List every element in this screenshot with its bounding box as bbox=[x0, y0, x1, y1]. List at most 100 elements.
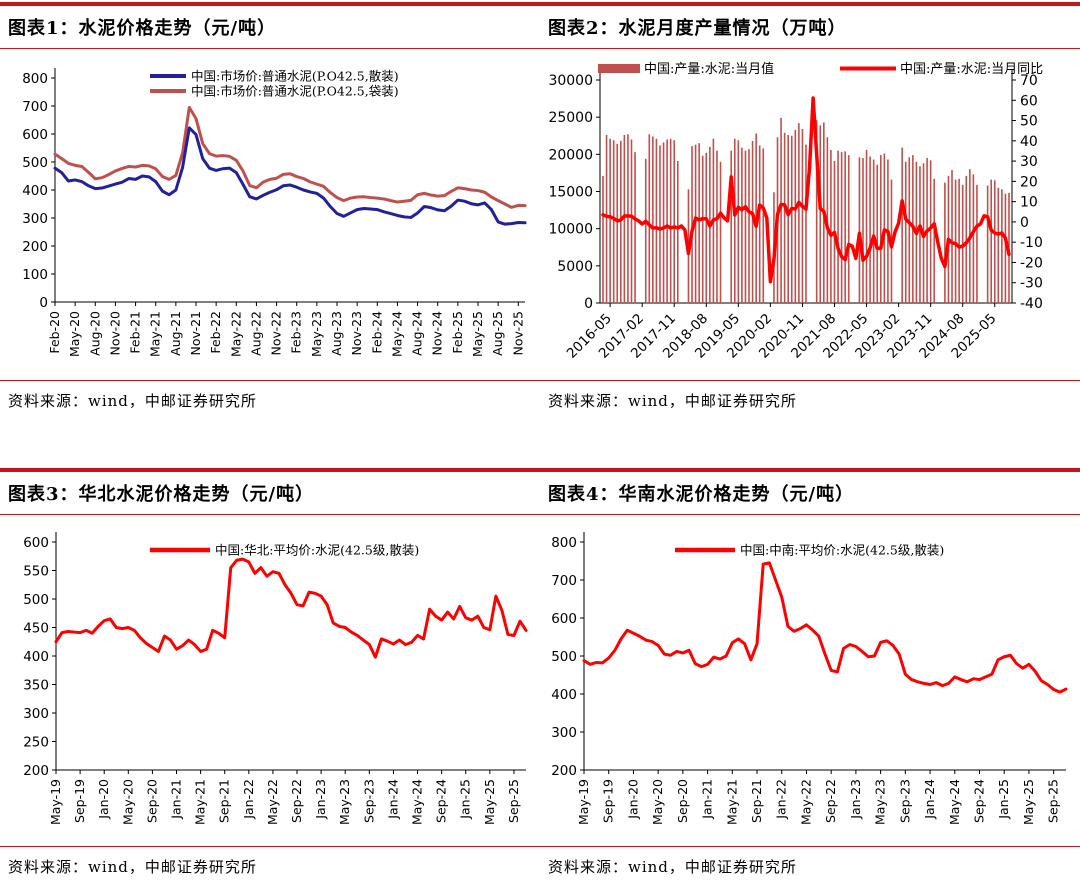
svg-text:中国:市场价:普通水泥(P.O42.5,袋装): 中国:市场价:普通水泥(P.O42.5,袋装) bbox=[191, 84, 399, 99]
x-axis-labels: Feb-20 May-20 Aug-20 Nov-20 Feb-21 May-21 Aug-… bbox=[47, 311, 525, 357]
legend: 中国:中南:平均价:水泥(42.5级,散装) bbox=[675, 543, 944, 558]
svg-text:Nov-23: Nov-23 bbox=[349, 311, 364, 355]
svg-text:100: 100 bbox=[22, 267, 48, 283]
svg-text:中国:产量:水泥:当月同比: 中国:产量:水泥:当月同比 bbox=[900, 62, 1043, 77]
svg-text:Sep-21: Sep-21 bbox=[749, 779, 764, 823]
svg-text:中国:产量:水泥:当月值: 中国:产量:水泥:当月值 bbox=[644, 61, 774, 77]
figure2-source: 资料来源：wind，中邮证券研究所 bbox=[548, 392, 797, 410]
svg-text:May-22: May-22 bbox=[228, 311, 243, 357]
divider-thin bbox=[0, 514, 1080, 515]
lower-title-row: 图表3：华北水泥价格走势（元/吨） 图表4：华南水泥价格走势（元/吨） bbox=[0, 472, 1080, 514]
divider-thin bbox=[0, 48, 1080, 49]
svg-text:500: 500 bbox=[22, 155, 48, 171]
svg-text:Nov-22: Nov-22 bbox=[269, 311, 284, 355]
figure3-title: 图表3：华北水泥价格走势（元/吨） bbox=[8, 484, 315, 505]
svg-text:Jan-20: Jan-20 bbox=[625, 779, 640, 820]
svg-text:中国:中南:平均价:水泥(42.5级,散装): 中国:中南:平均价:水泥(42.5级,散装) bbox=[740, 543, 944, 558]
svg-text:Aug-25: Aug-25 bbox=[490, 311, 505, 356]
svg-text:May-22: May-22 bbox=[798, 779, 813, 825]
svg-text:20: 20 bbox=[1020, 174, 1038, 190]
svg-text:Aug-24: Aug-24 bbox=[410, 311, 425, 356]
svg-text:Nov-25: Nov-25 bbox=[510, 311, 525, 355]
svg-text:Feb-24: Feb-24 bbox=[369, 311, 384, 354]
svg-text:Sep-22: Sep-22 bbox=[823, 779, 838, 823]
svg-text:250: 250 bbox=[23, 735, 49, 751]
svg-text:400: 400 bbox=[22, 183, 48, 199]
svg-text:May-25: May-25 bbox=[470, 311, 485, 357]
svg-text:15000: 15000 bbox=[548, 185, 593, 201]
svg-text:550: 550 bbox=[23, 564, 49, 580]
svg-text:0: 0 bbox=[1020, 215, 1029, 231]
lower-chart-row: 600 550 500 450 400 350 300 250 200 May-19 Sep-19 J… bbox=[0, 515, 1080, 846]
svg-text:May-21: May-21 bbox=[724, 779, 739, 825]
svg-text:Sep-25: Sep-25 bbox=[1046, 779, 1061, 823]
svg-text:25000: 25000 bbox=[548, 110, 593, 126]
svg-text:350: 350 bbox=[23, 678, 49, 694]
svg-text:200: 200 bbox=[551, 763, 577, 779]
svg-text:Feb-22: Feb-22 bbox=[208, 311, 223, 354]
svg-text:Sep-19: Sep-19 bbox=[72, 779, 87, 823]
svg-text:700: 700 bbox=[551, 573, 577, 589]
svg-text:0: 0 bbox=[39, 295, 48, 311]
axes bbox=[580, 532, 1066, 774]
svg-text:Sep-21: Sep-21 bbox=[217, 779, 232, 823]
svg-text:Sep-20: Sep-20 bbox=[675, 779, 690, 823]
svg-text:Jan-23: Jan-23 bbox=[848, 779, 863, 820]
svg-text:Feb-23: Feb-23 bbox=[289, 311, 304, 354]
svg-text:Jan-21: Jan-21 bbox=[700, 779, 715, 820]
svg-text:Aug-21: Aug-21 bbox=[168, 311, 183, 356]
svg-text:May-24: May-24 bbox=[947, 779, 962, 825]
svg-text:Jan-22: Jan-22 bbox=[241, 779, 256, 820]
svg-text:50: 50 bbox=[1020, 114, 1038, 130]
divider-thin bbox=[0, 380, 1080, 381]
svg-text:200: 200 bbox=[22, 239, 48, 255]
svg-text:Jan-25: Jan-25 bbox=[458, 779, 473, 820]
svg-text:May-19: May-19 bbox=[576, 779, 591, 825]
svg-text:Jan-24: Jan-24 bbox=[385, 779, 400, 820]
svg-text:Sep-19: Sep-19 bbox=[601, 779, 616, 823]
y-axis-labels: 30000 25000 20000 15000 10000 5000 0 bbox=[548, 73, 593, 312]
svg-text:Sep-23: Sep-23 bbox=[897, 779, 912, 823]
svg-text:Jan-21: Jan-21 bbox=[169, 779, 184, 820]
legend: 中国:产量:水泥:当月值 中国:产量:水泥:当月同比 bbox=[598, 61, 1043, 77]
figure2-chart-cell: 30000 25000 20000 15000 10000 5000 0 70 60 50 40 30… bbox=[540, 49, 1080, 380]
svg-text:中国:华北:平均价:水泥(42.5级,散装): 中国:华北:平均价:水泥(42.5级,散装) bbox=[215, 543, 419, 558]
svg-text:Sep-24: Sep-24 bbox=[434, 779, 449, 823]
figure3-chart-cell: 600 550 500 450 400 350 300 250 200 May-19 Sep-19 J… bbox=[0, 515, 540, 846]
x-axis-labels: 2016-052017-022017-112018-082019-052020-… bbox=[564, 311, 1000, 362]
svg-text:Sep-23: Sep-23 bbox=[361, 779, 376, 823]
svg-text:70: 70 bbox=[1020, 73, 1038, 89]
svg-text:400: 400 bbox=[551, 687, 577, 703]
axes bbox=[52, 532, 526, 774]
svg-text:May-20: May-20 bbox=[120, 779, 135, 825]
svg-text:500: 500 bbox=[551, 649, 577, 665]
svg-text:450: 450 bbox=[23, 621, 49, 637]
upper-chart-row: 800 700 600 500 400 300 200 100 0 Feb-20 May-20 Aug… bbox=[0, 49, 1080, 380]
y-axis-labels: 600 550 500 450 400 350 300 250 200 bbox=[23, 535, 49, 779]
svg-text:May-23: May-23 bbox=[873, 779, 888, 825]
svg-text:May-19: May-19 bbox=[48, 779, 63, 825]
svg-text:Jan-25: Jan-25 bbox=[996, 779, 1011, 820]
svg-text:60: 60 bbox=[1020, 93, 1038, 109]
yoy-line-series bbox=[601, 96, 1011, 284]
svg-text:May-22: May-22 bbox=[265, 779, 280, 825]
x-axis-labels: May-19 Sep-19 Jan-20 May-20 Sep-20 Jan-21 May-… bbox=[576, 779, 1061, 825]
svg-text:-10: -10 bbox=[1020, 235, 1043, 251]
divider-thick-top bbox=[0, 2, 1080, 6]
svg-text:May-23: May-23 bbox=[337, 779, 352, 825]
svg-text:May-24: May-24 bbox=[410, 779, 425, 825]
svg-text:Feb-25: Feb-25 bbox=[450, 311, 465, 354]
svg-text:10000: 10000 bbox=[548, 222, 593, 238]
svg-text:May-20: May-20 bbox=[650, 779, 665, 825]
figure2-title: 图表2：水泥月度产量情况（万吨） bbox=[548, 18, 847, 39]
svg-text:Nov-20: Nov-20 bbox=[107, 311, 122, 356]
upper-title-row: 图表1：水泥价格走势（元/吨） 图表2：水泥月度产量情况（万吨） bbox=[0, 6, 1080, 48]
svg-text:Nov-24: Nov-24 bbox=[430, 311, 445, 356]
svg-text:Feb-21: Feb-21 bbox=[128, 311, 143, 354]
figure1-source: 资料来源：wind，中邮证券研究所 bbox=[8, 392, 257, 410]
legend: 中国:市场价:普通水泥(P.O42.5,散装)中国:市场价:普通水泥(P.O42… bbox=[150, 69, 399, 99]
line-series bbox=[54, 557, 528, 659]
